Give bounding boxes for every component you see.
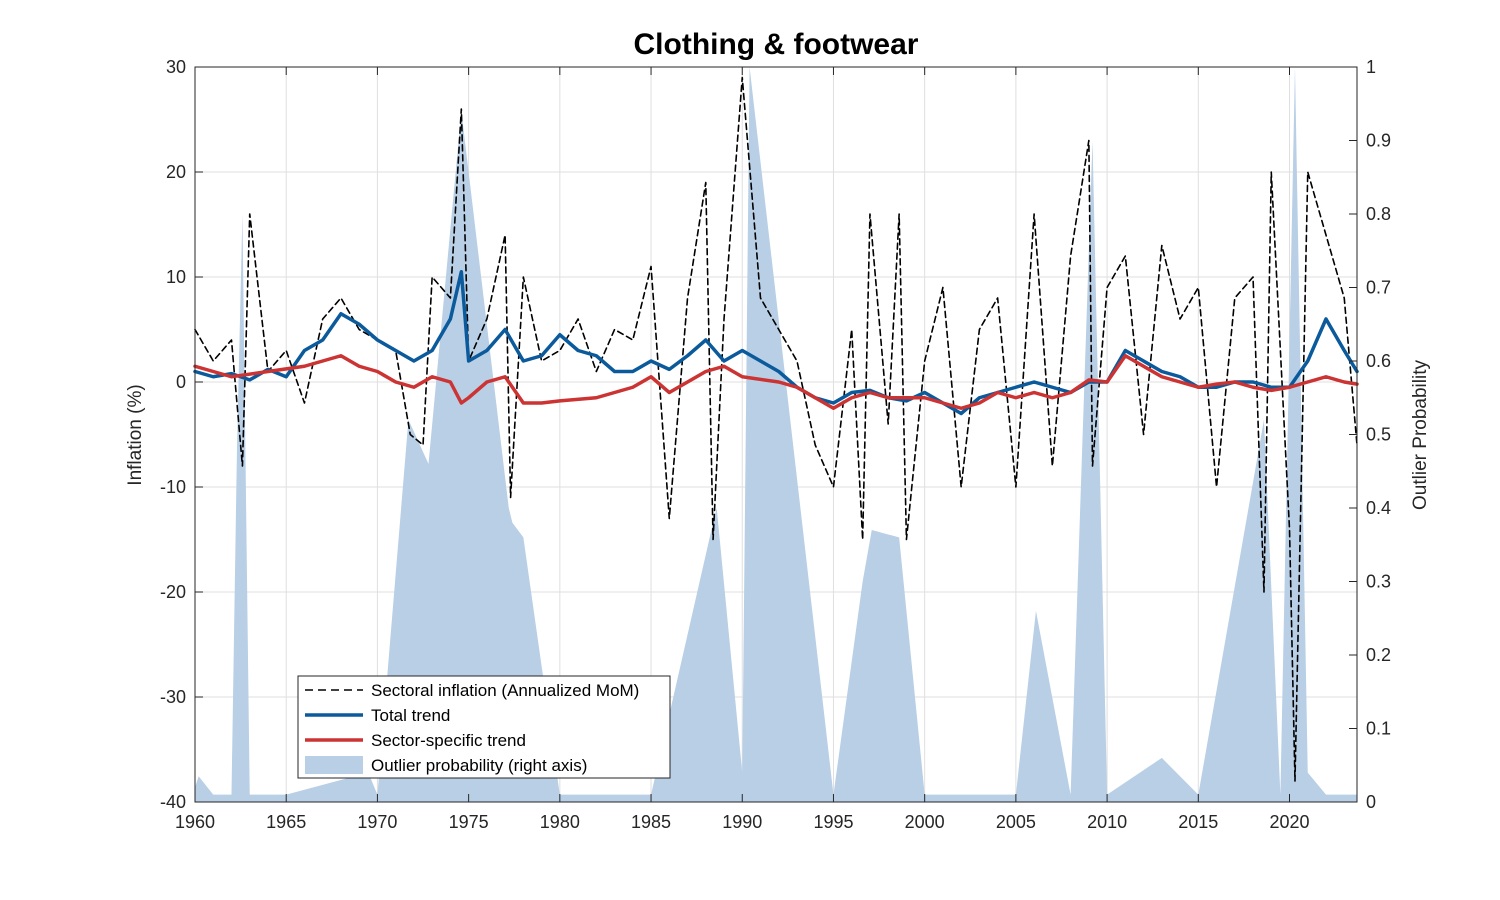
x-tick-label: 2015: [1178, 812, 1218, 832]
legend: Sectoral inflation (Annualized MoM) Tota…: [297, 675, 671, 779]
y-right-tick-label: 0.9: [1366, 131, 1391, 151]
series-total-trend-line: [193, 270, 1359, 416]
y-right-tick-label: 0.4: [1366, 498, 1391, 518]
y-tick-label: 30: [166, 57, 186, 77]
legend-swatch-outlier: [305, 756, 363, 774]
y-right-tick-label: 0.6: [1366, 351, 1391, 371]
x-tick-label: 1970: [357, 812, 397, 832]
y-right-tick-label: 0.3: [1366, 572, 1391, 592]
y-right-tick-label: 0.7: [1366, 278, 1391, 298]
y-tick-label: -20: [160, 582, 186, 602]
y-tick-label: 0: [176, 372, 186, 392]
legend-label-total-trend: Total trend: [371, 706, 450, 725]
series-sector-specific-trend-line: [193, 354, 1359, 410]
x-tick-label: 1975: [449, 812, 489, 832]
x-tick-label: 1965: [266, 812, 306, 832]
y-axis-right-label: Outlier Probability: [1410, 360, 1431, 510]
y-tick-label: -30: [160, 687, 186, 707]
y-right-tick-label: 0.5: [1366, 425, 1391, 445]
x-tick-label: 2005: [996, 812, 1036, 832]
y-tick-label: 10: [166, 267, 186, 287]
legend-label-sectoral: Sectoral inflation (Annualized MoM): [371, 681, 639, 700]
y-right-tick-label: 0.8: [1366, 204, 1391, 224]
y-right-tick-label: 0.2: [1366, 645, 1391, 665]
y-right-tick-label: 1: [1366, 57, 1376, 77]
legend-label-sector-trend: Sector-specific trend: [371, 731, 526, 750]
x-tick-label: 1990: [722, 812, 762, 832]
x-tick-label: 2000: [905, 812, 945, 832]
outlier-area-layer: [195, 67, 1357, 802]
series-outlier-probability-area: [195, 67, 1357, 802]
series-sectoral-inflation-line: [194, 76, 1358, 782]
x-axis-ticks: 1960 1965 1970 1975 1980 1985 1990 1995 2000 2005…: [175, 67, 1310, 832]
x-tick-label: 1995: [813, 812, 853, 832]
x-tick-label: 1960: [175, 812, 215, 832]
x-tick-label: 2020: [1269, 812, 1309, 832]
y-right-tick-label: 0: [1366, 792, 1376, 812]
y-right-tick-label: 0.1: [1366, 719, 1391, 739]
y-tick-label: -10: [160, 477, 186, 497]
x-tick-label: 1980: [540, 812, 580, 832]
y-axis-right-ticks: 0 0.1 0.2 0.3 0.4 0.5 0.6 0.7 0.8 0.9 1: [1349, 57, 1391, 812]
y-axis-left-ticks: -40 -30 -20 -10 0 10 20 30: [160, 57, 203, 812]
x-tick-label: 2010: [1087, 812, 1127, 832]
legend-label-outlier: Outlier probability (right axis): [371, 756, 587, 775]
chart-title: Clothing & footwear: [634, 28, 919, 61]
x-tick-label: 1985: [631, 812, 671, 832]
series-layer: [193, 76, 1359, 782]
y-tick-label: -40: [160, 792, 186, 812]
y-tick-label: 20: [166, 162, 186, 182]
y-axis-left-label: Inflation (%): [125, 384, 146, 485]
